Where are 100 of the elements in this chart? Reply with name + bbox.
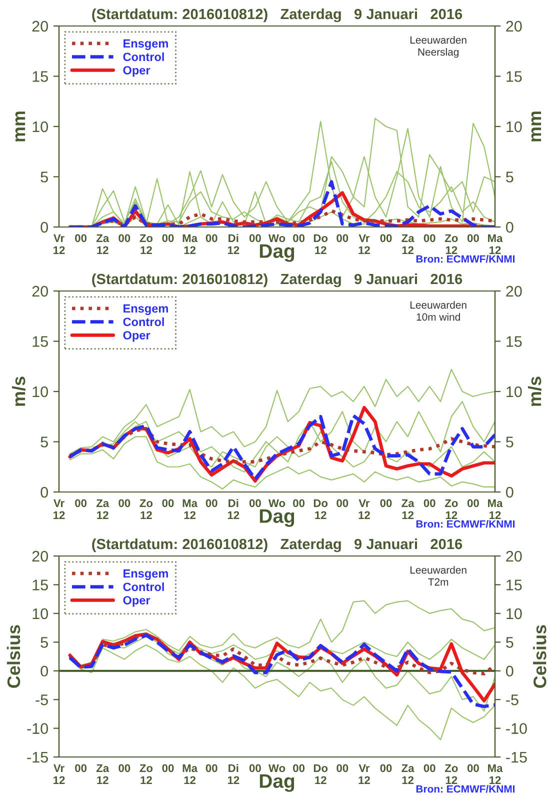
- chart-title: (Startdatum: 2016010812) Zaterdag 9 Januari 2016: [92, 8, 462, 22]
- y2-tick-label: 5: [506, 172, 514, 182]
- x-tick-label: 00: [467, 764, 479, 772]
- y2-tick-label: -5: [506, 694, 518, 706]
- x-tick-label: 00: [75, 234, 87, 242]
- y2-tick-label: 0: [506, 222, 514, 233]
- legend-label: Ensgem: [124, 304, 168, 316]
- y2-tick-label: 5: [506, 436, 514, 448]
- x-tick-label: Vr 12: [358, 234, 370, 254]
- x-tick-label: 00: [380, 499, 392, 508]
- y-tick-label: 20: [32, 286, 48, 297]
- x-tick-label: 00: [162, 234, 174, 242]
- legend-label: Control: [123, 52, 164, 62]
- x-tick-label: Ma 12: [182, 764, 198, 784]
- x-tick-label: Ma 12: [488, 764, 503, 784]
- x-tick-label: 00: [249, 234, 261, 242]
- y2-tick-label: 20: [506, 550, 522, 562]
- y-tick-label: 15: [32, 336, 48, 347]
- annotation: Leeuwarden T2m: [410, 566, 466, 586]
- x-tick-label: Za 12: [96, 234, 110, 254]
- y2-tick-label: 20: [506, 20, 522, 32]
- y-tick-label: 15: [32, 71, 48, 82]
- annotation: Leeuwarden Neerslag: [410, 36, 466, 58]
- chart-title: (Startdatum: 2016010812) Zaterdag 9 Januari 2016: [92, 538, 462, 552]
- x-tick-label: Vr 12: [54, 499, 65, 519]
- y-tick-label: 10: [32, 121, 48, 132]
- legend-label: Ensgem: [124, 39, 168, 50]
- x-tick-label: Di 12: [228, 764, 240, 784]
- y2-tick-label: -10: [506, 723, 527, 734]
- y2-tick-label: 15: [506, 336, 522, 347]
- x-tick-label: 00: [424, 764, 436, 772]
- x-tick-label: 00: [467, 499, 479, 508]
- y2-tick-label: 10: [506, 121, 522, 132]
- x-tick-label: 00: [249, 764, 261, 772]
- x-tick-label: Ma 12: [488, 499, 503, 519]
- x-tick-label: 00: [293, 764, 305, 772]
- y-tick-label: 20: [32, 20, 48, 32]
- y2-tick-label: 5: [506, 637, 514, 648]
- x-tick-label: Vr 12: [358, 499, 370, 519]
- x-tick-label: Di 12: [228, 498, 240, 519]
- x-tick-label: 00: [249, 499, 261, 508]
- x-tick-label: 00: [293, 499, 305, 508]
- x-tick-label: 00: [380, 234, 392, 242]
- x-axis-title: Dag: [260, 244, 294, 262]
- x-tick-label: 00: [206, 499, 218, 508]
- y2-tick-label: 15: [506, 580, 522, 590]
- x-tick-label: 00: [118, 234, 130, 242]
- text: Bron: ECMWF/KNMI: [416, 785, 515, 793]
- x-tick-label: Do 12: [314, 764, 328, 784]
- x-tick-label: 00: [162, 499, 174, 508]
- x-tick-label: Zo 12: [140, 499, 153, 519]
- x-tick-label: 00: [75, 499, 87, 508]
- x-tick-label: 00: [424, 499, 436, 508]
- x-tick-label: 00: [380, 764, 392, 772]
- x-tick-label: Zo 12: [444, 764, 458, 784]
- x-axis-title: Dag: [260, 509, 294, 527]
- x-tick-label: 00: [336, 764, 348, 772]
- x-tick-label: Zo 12: [444, 234, 458, 254]
- legend-label: Control: [123, 317, 164, 326]
- x-tick-label: 00: [336, 499, 348, 508]
- x-tick-label: 00: [293, 234, 305, 242]
- legend-label: Oper: [123, 596, 150, 607]
- x-tick-label: 00: [467, 234, 479, 242]
- annotation: Leeuwarden 10m wind: [410, 301, 466, 321]
- x-tick-label: Ma 12: [182, 234, 198, 254]
- x-tick-label: Ma 12: [488, 234, 503, 254]
- x-tick-label: 00: [162, 764, 174, 772]
- y2-tick-label: 20: [506, 286, 522, 297]
- y2-tick-label: 0: [506, 486, 514, 498]
- x-tick-label: Vr 12: [54, 234, 65, 254]
- y-tick-label: -10: [27, 723, 48, 734]
- y-tick-label: 10: [32, 386, 48, 398]
- y-tick-label: 5: [40, 637, 48, 648]
- x-tick-label: Ma 12: [182, 499, 198, 519]
- y2-axis-title: mm: [531, 112, 542, 142]
- x-tick-label: Vr 12: [54, 764, 65, 784]
- x-tick-label: Wo: [268, 499, 286, 508]
- legend-label: Oper: [123, 331, 150, 342]
- x-tick-label: 00: [424, 234, 436, 242]
- x-tick-label: Za 12: [96, 764, 110, 784]
- y-axis-title: m/s: [12, 376, 26, 406]
- y-tick-label: -15: [27, 752, 48, 763]
- y2-axis-title: m/s: [528, 376, 542, 406]
- x-tick-label: 00: [206, 764, 218, 772]
- x-tick-label: Zo 12: [140, 234, 153, 254]
- x-tick-label: Za 12: [402, 764, 414, 784]
- legend-label: Ensgem: [124, 569, 168, 580]
- y-tick-label: -5: [36, 694, 48, 706]
- x-tick-label: Za 12: [96, 499, 110, 519]
- x-tick-label: Di 12: [228, 234, 240, 254]
- legend-label: Control: [123, 582, 164, 592]
- y-tick-label: 5: [40, 172, 48, 182]
- y-tick-label: 0: [40, 486, 48, 498]
- text: Bron: ECMWF/KNMI: [416, 520, 515, 528]
- x-tick-label: 00: [336, 234, 348, 242]
- text: Bron: ECMWF/KNMI: [416, 255, 515, 263]
- x-tick-label: Zo 12: [140, 764, 153, 784]
- y-tick-label: 10: [32, 608, 48, 620]
- y2-tick-label: -15: [506, 752, 527, 763]
- x-tick-label: Wo: [268, 234, 286, 242]
